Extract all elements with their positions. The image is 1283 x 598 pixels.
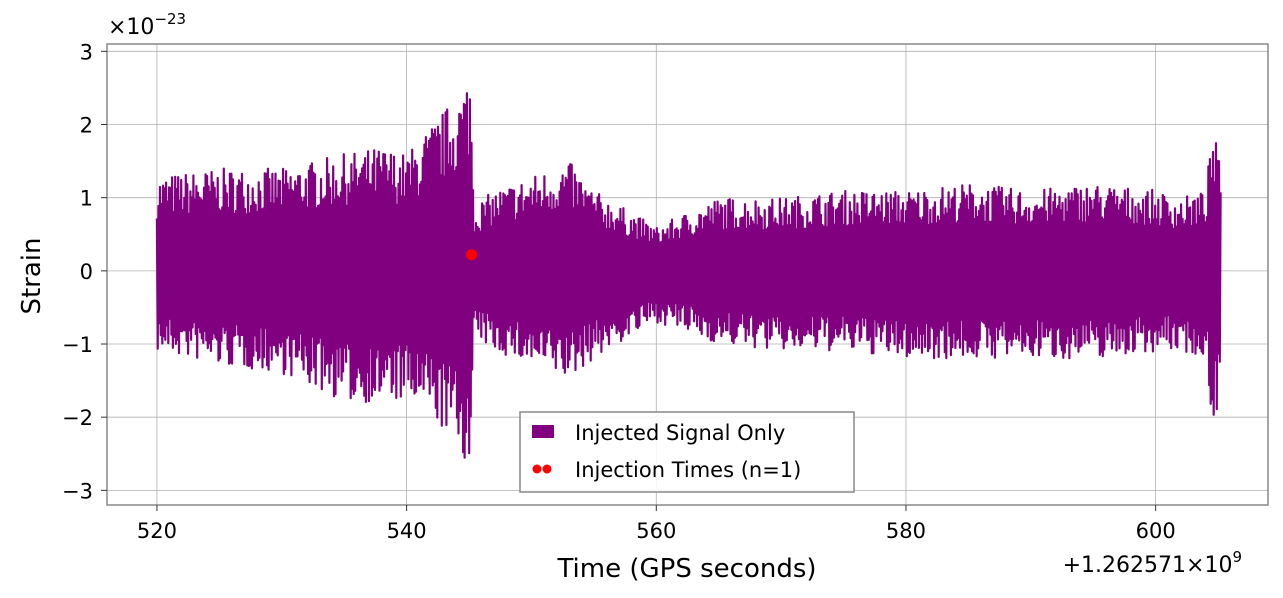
- x-axis-label: Time (GPS seconds): [556, 554, 816, 584]
- legend-box: [519, 411, 855, 493]
- x-tick-label: 560: [636, 519, 676, 543]
- y-tick-label: 0: [80, 260, 93, 284]
- axes-frame: [106, 43, 1269, 506]
- y-tick-label: 2: [80, 113, 93, 137]
- legend-label-injection-times: Injection Times (n=1): [575, 458, 801, 482]
- legend-marker-injection-dot-2: [542, 464, 552, 474]
- y-multiplier-exponent: −23: [154, 10, 186, 28]
- y-tick-label: 3: [80, 40, 93, 64]
- y-tick-label: −3: [62, 479, 93, 503]
- x-tick-label: 540: [387, 519, 427, 543]
- legend-swatch-injected-signal: [532, 425, 554, 438]
- y-tick-label: −2: [62, 406, 93, 430]
- y-axis-label: Strain: [17, 237, 47, 314]
- y-tick-label: −1: [62, 333, 93, 357]
- injection-time-point: [466, 249, 478, 261]
- x-tick-label: 580: [886, 519, 926, 543]
- series-injected-signal-line: [155, 92, 1222, 459]
- x-tick-label: 600: [1136, 519, 1176, 543]
- legend-label-injected-signal: Injected Signal Only: [575, 421, 785, 445]
- x-offset-label: +1.262571×109: [1063, 548, 1242, 578]
- y-multiplier-label: ×10−23: [108, 10, 186, 40]
- ticks: 520 540 560 580 600 −3 −2 −1 0 1 2 3: [62, 40, 1176, 543]
- x-tick-label: 520: [137, 519, 177, 543]
- legend: Injected Signal Only Injection Times (n=…: [519, 411, 855, 493]
- x-offset-exponent: 9: [1232, 548, 1242, 566]
- y-tick-label: 1: [80, 187, 93, 211]
- legend-marker-injection-dot-1: [532, 464, 542, 474]
- plot-area: [155, 92, 1222, 459]
